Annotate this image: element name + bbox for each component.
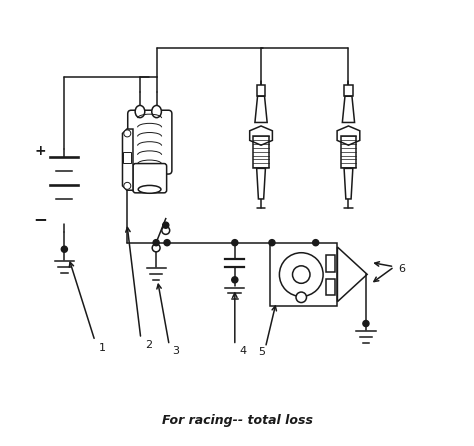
Polygon shape (342, 96, 355, 123)
Text: 4: 4 (239, 346, 246, 355)
Bar (344, 85, 353, 96)
FancyBboxPatch shape (270, 243, 337, 306)
Bar (326, 278, 335, 295)
Circle shape (124, 182, 131, 190)
Circle shape (164, 240, 170, 246)
Circle shape (124, 130, 131, 137)
Circle shape (232, 240, 238, 246)
Ellipse shape (138, 186, 161, 193)
Polygon shape (337, 247, 367, 301)
Polygon shape (122, 129, 133, 190)
Circle shape (152, 244, 160, 252)
Bar (253, 136, 269, 169)
Text: 2: 2 (145, 339, 152, 350)
Ellipse shape (135, 105, 145, 118)
Polygon shape (250, 126, 273, 145)
Circle shape (61, 246, 67, 252)
Circle shape (269, 240, 275, 246)
Text: 3: 3 (173, 346, 179, 355)
Polygon shape (344, 169, 353, 199)
Polygon shape (337, 126, 360, 145)
Circle shape (292, 266, 310, 283)
Circle shape (163, 222, 169, 228)
Text: +: + (35, 144, 46, 158)
Circle shape (232, 277, 238, 283)
Text: For racing-- total loss: For racing-- total loss (162, 414, 312, 427)
FancyBboxPatch shape (128, 110, 172, 174)
Circle shape (363, 321, 369, 326)
Bar (256, 85, 265, 96)
Bar (341, 136, 356, 169)
Circle shape (153, 240, 159, 246)
Circle shape (313, 240, 319, 246)
Text: 6: 6 (398, 264, 405, 274)
Circle shape (296, 292, 307, 302)
Circle shape (279, 253, 323, 297)
Bar (326, 256, 335, 272)
Ellipse shape (152, 105, 161, 118)
Polygon shape (256, 169, 265, 199)
Text: 1: 1 (100, 343, 106, 353)
Text: 5: 5 (258, 347, 265, 357)
Text: −: − (33, 210, 47, 227)
Bar (123, 152, 131, 163)
Polygon shape (255, 96, 267, 123)
Circle shape (162, 227, 170, 234)
FancyBboxPatch shape (133, 164, 167, 193)
